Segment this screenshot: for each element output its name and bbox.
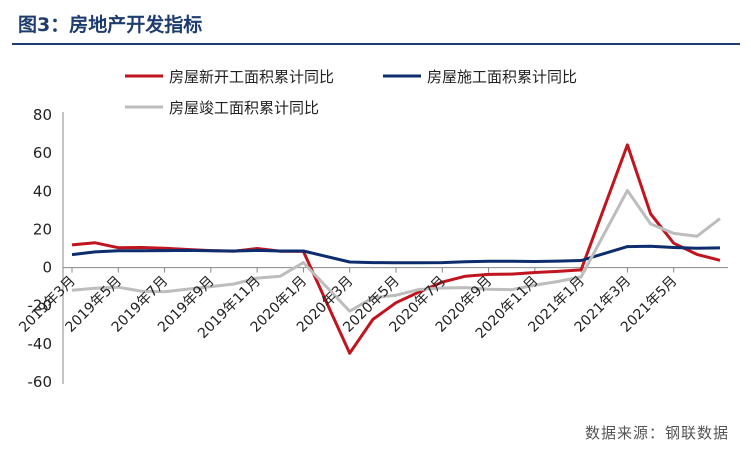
- title-divider: [12, 43, 740, 45]
- y-tick-label: 0: [42, 259, 52, 277]
- legend-label: 房屋新开工面积累计同比: [169, 68, 334, 86]
- y-tick-label: 20: [33, 220, 52, 238]
- data-source: 数据来源：钢联数据: [584, 424, 729, 442]
- y-tick-label: -20: [28, 297, 53, 315]
- legend-label: 房屋竣工面积累计同比: [169, 99, 319, 117]
- y-tick-label: -40: [28, 335, 53, 353]
- y-axis-ticks: -60 -40 -20 0 20 40 60 80: [28, 106, 53, 391]
- y-tick-label: 80: [33, 106, 52, 124]
- legend-label: 房屋施工面积累计同比: [427, 68, 577, 86]
- y-tick-label: 40: [33, 182, 52, 200]
- chart-title: 图3：房地产开发指标: [18, 14, 203, 36]
- series-lines: [71, 143, 721, 355]
- y-tick-label: -60: [28, 373, 53, 391]
- series-line-3: [71, 189, 721, 313]
- series-line-2: [71, 244, 721, 265]
- x-axis-ticks: 2019年3月2019年5月2019年7月2019年9月2019年11月2020…: [16, 273, 680, 342]
- axes: [62, 112, 728, 384]
- y-tick-label: 60: [33, 144, 52, 162]
- series-line-1: [71, 143, 721, 355]
